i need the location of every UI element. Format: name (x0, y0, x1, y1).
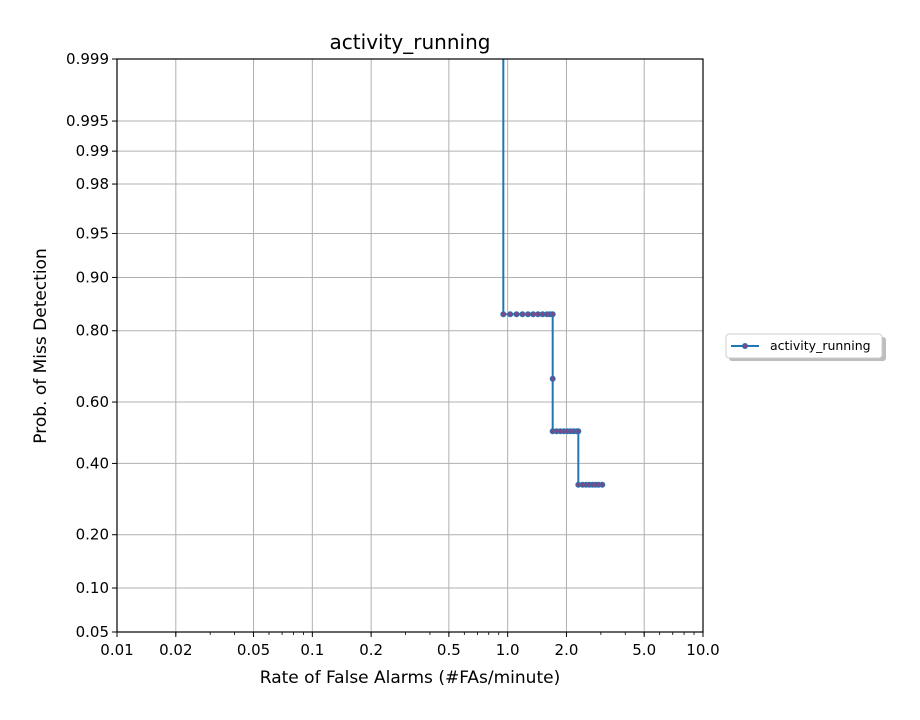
plot-area-frame (116, 58, 704, 633)
y-tick-label: 0.80 (76, 322, 109, 340)
y-tick-label: 0.99 (76, 142, 109, 160)
data-point (500, 311, 507, 318)
series-line (502, 59, 603, 486)
y-tick-label: 0.995 (66, 112, 109, 130)
x-tick-label: 5.0 (632, 641, 656, 659)
legend-marker-sample (742, 342, 749, 349)
data-point (599, 481, 606, 488)
data-point (519, 311, 526, 318)
y-tick-label: 0.98 (76, 175, 109, 193)
x-tick-label: 0.5 (437, 641, 461, 659)
data-point (575, 428, 582, 435)
y-tick-label: 0.60 (76, 393, 109, 411)
data-point (530, 311, 537, 318)
x-tick-label: 0.01 (100, 641, 133, 659)
legend-label: activity_running (770, 338, 871, 353)
x-tick-label: 0.02 (159, 641, 192, 659)
y-axis-ticks: 0.05 0.10 0.20 0.40 0.60 0.80 0.90 0.95 0.98 0.99… (66, 50, 117, 641)
y-tick-label: 0.90 (76, 268, 109, 286)
x-axis-ticks: 0.01 0.02 0.05 0.1 0.2 0.5 1.0 2.0 5.0 10.0 (100, 632, 720, 659)
y-tick-label: 0.999 (66, 50, 109, 68)
y-axis-title: Prob. of Miss Detection (31, 248, 51, 443)
y-tick-label: 0.95 (76, 224, 109, 242)
x-tick-label: 0.2 (359, 641, 383, 659)
x-axis-title: Rate of False Alarms (#FAs/minute) (260, 668, 560, 688)
x-tick-label: 1.0 (496, 641, 520, 659)
data-point (513, 311, 520, 318)
x-tick-label: 0.05 (237, 641, 270, 659)
y-tick-label: 0.05 (76, 623, 109, 641)
series-activity-running (500, 59, 606, 488)
data-point (549, 311, 556, 318)
data-point (549, 375, 556, 382)
legend: activity_running (725, 333, 886, 361)
x-tick-label: 2.0 (555, 641, 579, 659)
grid (116, 58, 704, 633)
y-tick-label: 0.20 (76, 526, 109, 544)
chart-title: activity_running (330, 30, 491, 54)
y-tick-label: 0.40 (76, 454, 109, 472)
y-tick-label: 0.10 (76, 579, 109, 597)
legend-box (725, 333, 883, 359)
x-tick-label: 10.0 (686, 641, 719, 659)
data-point (507, 311, 514, 318)
x-tick-label: 0.1 (300, 641, 324, 659)
data-point (524, 311, 531, 318)
